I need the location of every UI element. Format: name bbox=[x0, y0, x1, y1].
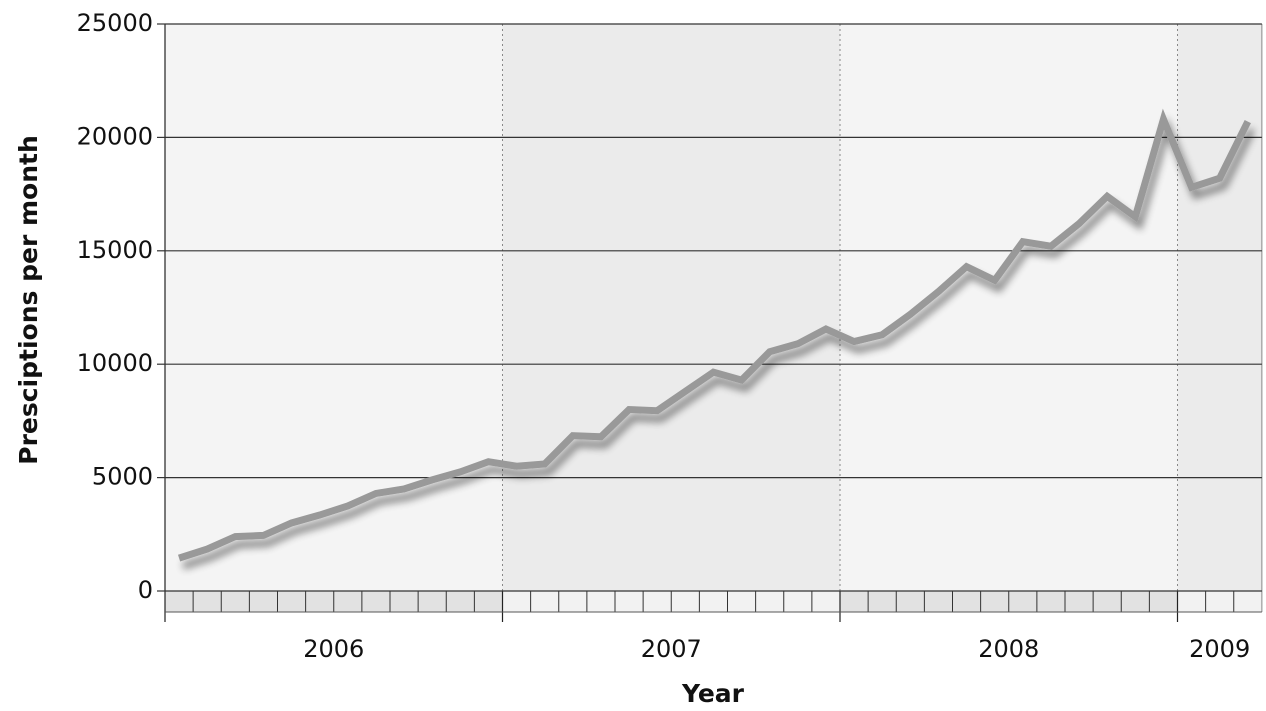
year-band bbox=[502, 24, 840, 591]
y-tick-label: 0 bbox=[138, 576, 153, 604]
y-tick-label: 25000 bbox=[77, 9, 153, 37]
x-tick-label: 2008 bbox=[978, 635, 1039, 663]
x-tick-label: 2007 bbox=[641, 635, 702, 663]
x-tick-label: 2006 bbox=[303, 635, 364, 663]
year-band bbox=[1177, 24, 1262, 591]
y-tick-label: 10000 bbox=[77, 349, 153, 377]
axis-strip bbox=[1177, 591, 1262, 612]
year-band bbox=[165, 24, 503, 591]
y-tick-label: 20000 bbox=[77, 122, 153, 150]
x-axis-title: Year bbox=[681, 679, 745, 708]
y-axis-title: Presciptions per month bbox=[14, 135, 43, 465]
x-tick-label: 2009 bbox=[1189, 635, 1250, 663]
y-tick-label: 5000 bbox=[92, 463, 153, 491]
y-tick-label: 15000 bbox=[77, 236, 153, 264]
year-band bbox=[840, 24, 1178, 591]
data-line bbox=[177, 108, 1251, 562]
